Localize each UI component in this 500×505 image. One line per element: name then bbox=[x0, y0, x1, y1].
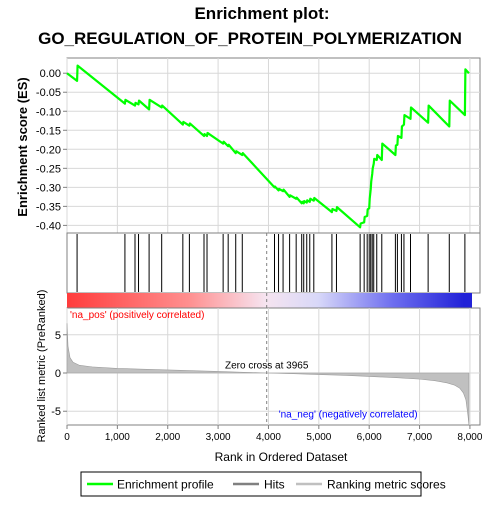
chart-title-line2: GO_REGULATION_OF_PROTEIN_POLYMERIZATION bbox=[38, 29, 462, 48]
es-y-tick-label: -0.40 bbox=[36, 220, 61, 232]
zero-cross-label: Zero cross at 3965 bbox=[225, 360, 309, 371]
chart-title-line1: Enrichment plot: bbox=[194, 4, 329, 23]
negative-correlation-label: 'na_neg' (negatively correlated) bbox=[279, 409, 418, 420]
es-panel-frame bbox=[66, 57, 481, 234]
ranked-y-ticks: 5 0 -5 bbox=[51, 330, 67, 418]
hits-panel-frame bbox=[66, 232, 481, 294]
legend-hits-label: Hits bbox=[264, 478, 285, 492]
x-tick-label: 5,000 bbox=[306, 432, 331, 443]
es-y-tick-label: -0.15 bbox=[36, 125, 61, 137]
es-y-tick-label: -0.30 bbox=[36, 182, 61, 194]
positive-correlation-label: 'na_pos' (positively correlated) bbox=[70, 310, 204, 321]
x-tick-label: 4,000 bbox=[256, 432, 281, 443]
ranked-panel-frame bbox=[66, 307, 481, 426]
x-tick-label: 3,000 bbox=[206, 432, 231, 443]
es-y-tick-label: -0.25 bbox=[36, 163, 61, 175]
ranked-y-axis-label: Ranked list metric (PreRanked) bbox=[36, 290, 48, 443]
ranking-metric-area bbox=[66, 323, 470, 426]
x-tick-label: 2,000 bbox=[155, 432, 180, 443]
x-tick-label: 6,000 bbox=[357, 432, 382, 443]
ranked-y-tick-label: -5 bbox=[51, 406, 61, 418]
x-tick-label: 8,000 bbox=[457, 432, 482, 443]
es-y-tick-label: -0.20 bbox=[36, 144, 61, 156]
ranked-y-tick-label: 5 bbox=[55, 330, 61, 342]
ranked-color-bar bbox=[67, 293, 472, 308]
es-y-tick-label: -0.05 bbox=[36, 87, 61, 99]
es-y-ticks: 0.00 -0.05 -0.10 -0.15 -0.20 -0.25 -0.30 -0.35 -… bbox=[36, 68, 67, 232]
ranked-y-tick-label: 0 bbox=[55, 368, 61, 380]
x-tick-label: 7,000 bbox=[407, 432, 432, 443]
hits-markers bbox=[76, 234, 466, 292]
legend-enrichment-label: Enrichment profile bbox=[117, 478, 214, 492]
x-axis-ticks: 0 1,000 2,000 3,000 4,000 5,000 6,000 7,000 8,00… bbox=[64, 425, 483, 443]
x-tick-label: 0 bbox=[64, 432, 70, 443]
es-y-tick-label: -0.10 bbox=[36, 106, 61, 118]
legend-ranking-label: Ranking metric scores bbox=[327, 478, 446, 492]
es-y-tick-label: 0.00 bbox=[40, 68, 61, 80]
es-y-axis-label: Enrichment score (ES) bbox=[15, 77, 30, 216]
x-axis-label: Rank in Ordered Dataset bbox=[215, 450, 348, 464]
es-y-tick-label: -0.35 bbox=[36, 201, 61, 213]
x-tick-label: 1,000 bbox=[105, 432, 130, 443]
enrichment-profile-line bbox=[66, 64, 470, 229]
legend: Enrichment profile Hits Ranking metric s… bbox=[80, 471, 446, 497]
